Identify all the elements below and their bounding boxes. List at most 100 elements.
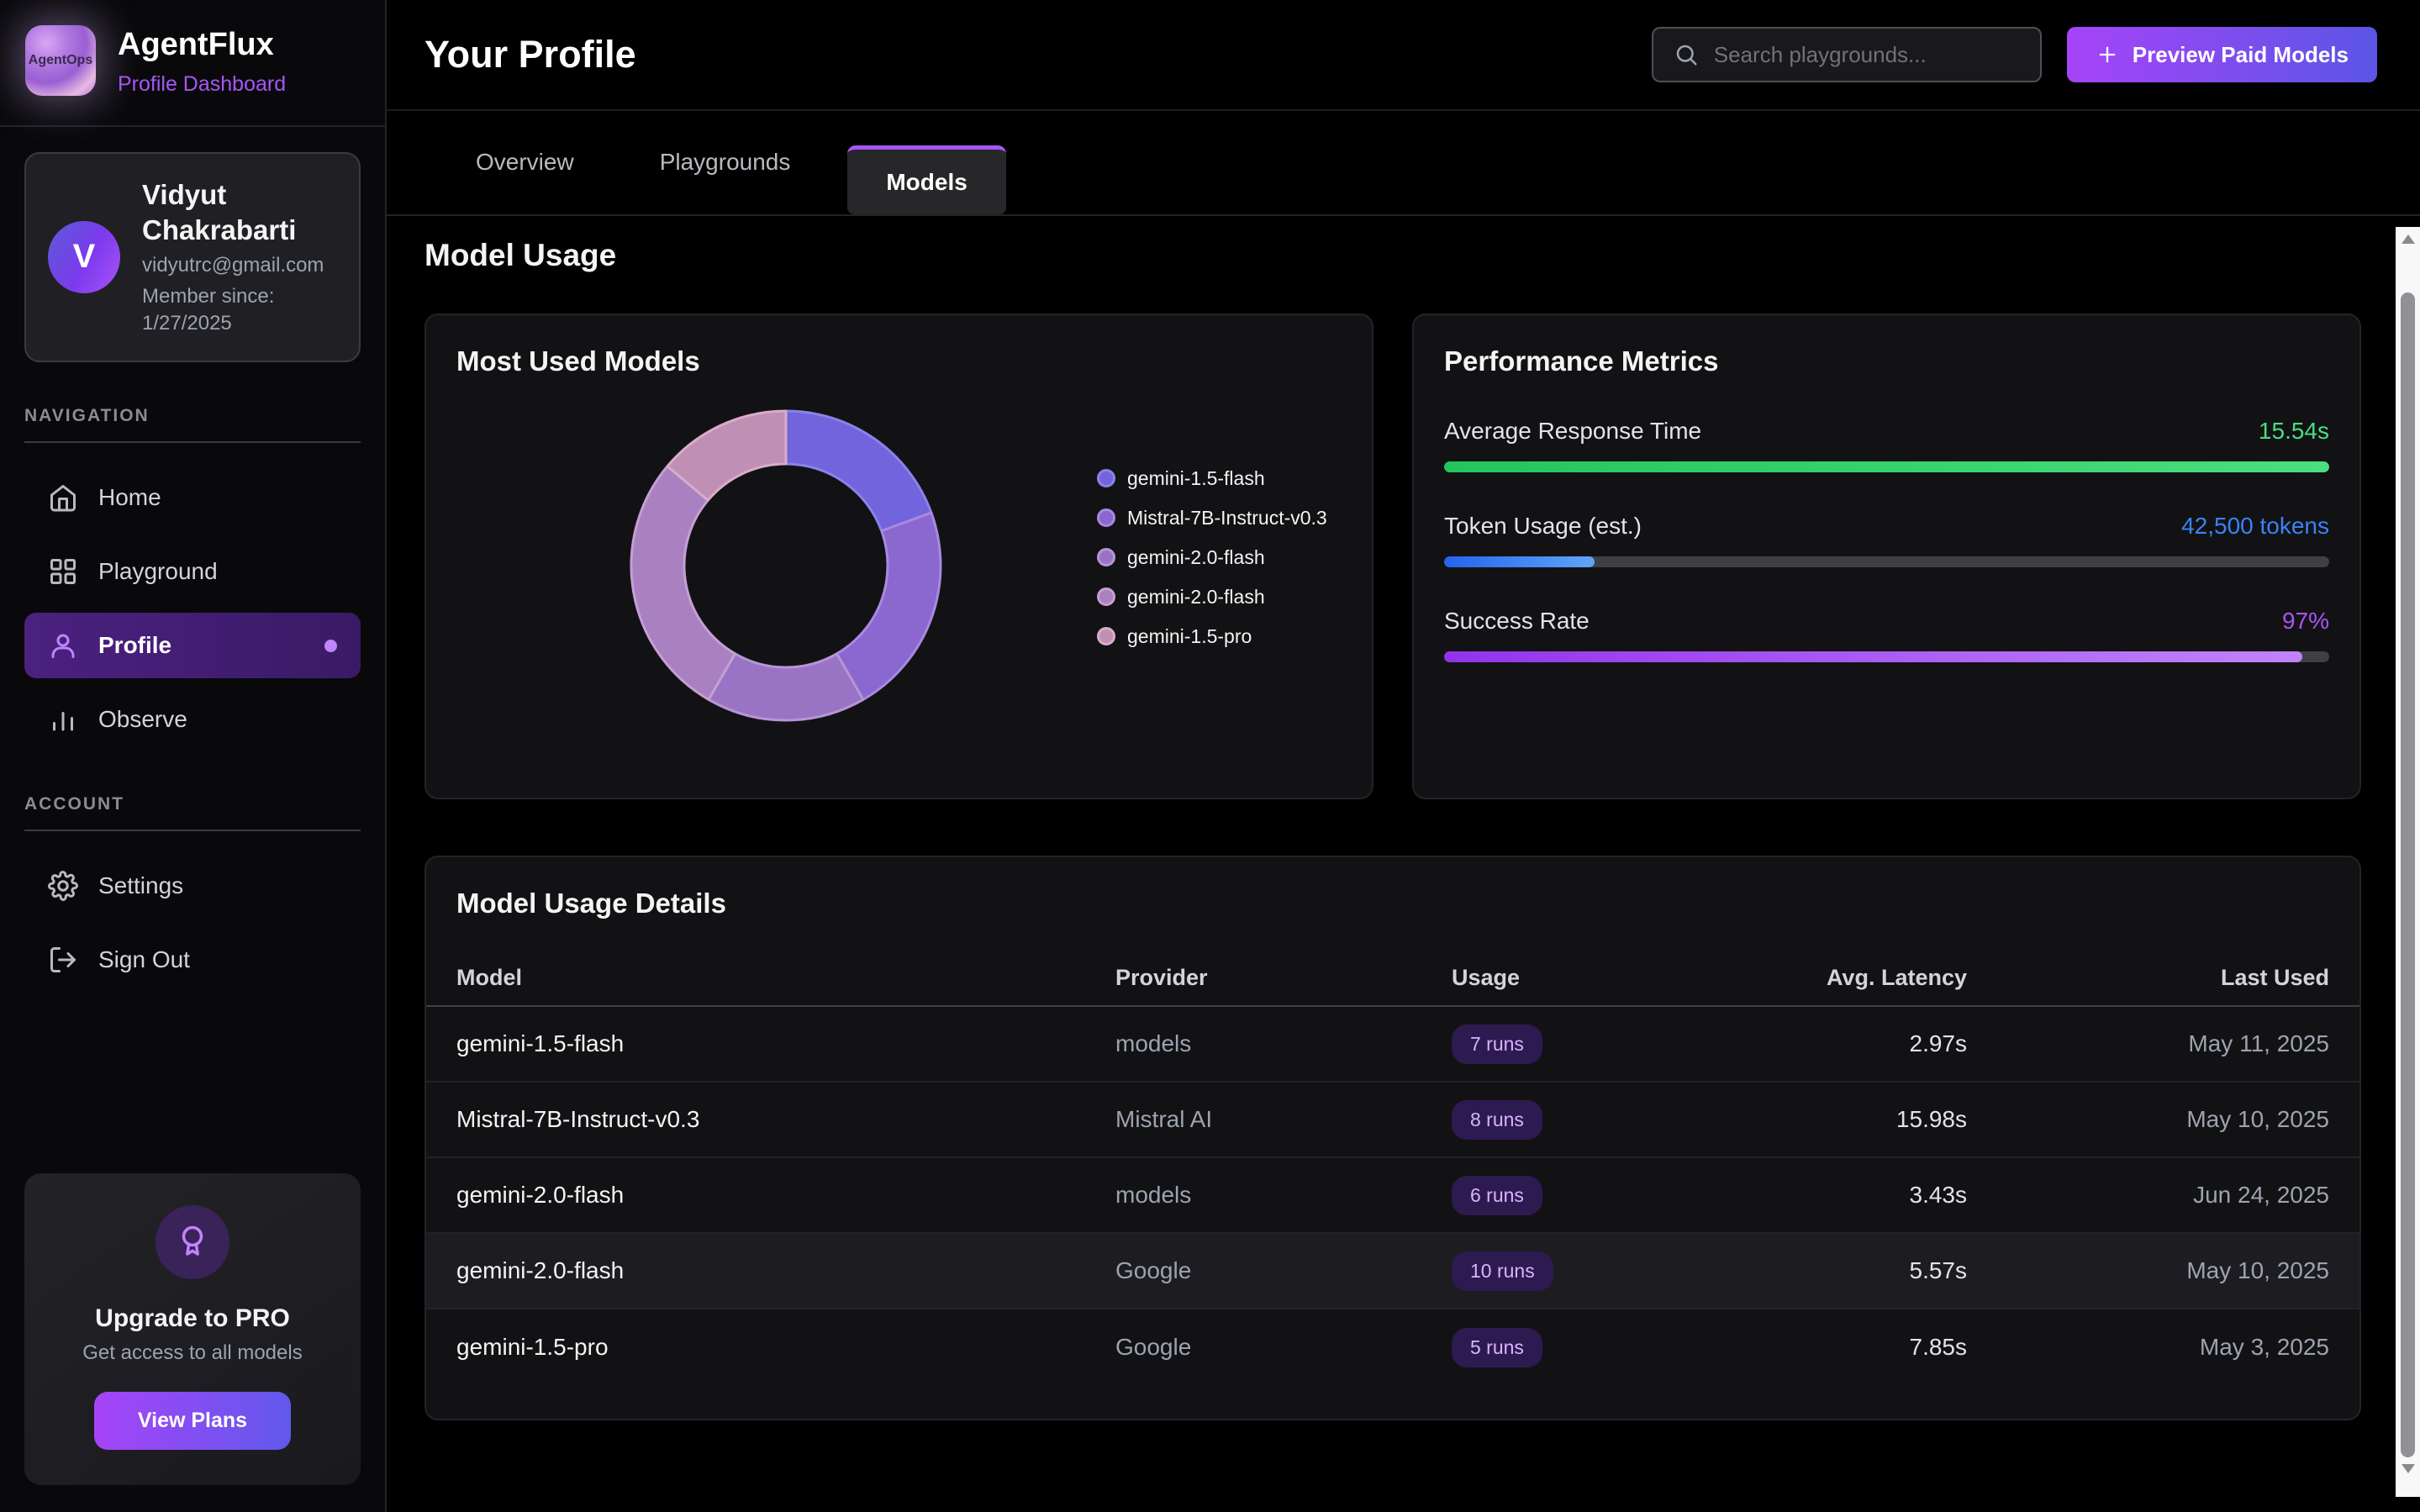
usage-badge: 7 runs: [1452, 1024, 1542, 1064]
profile-email: vidyutrc@gmail.com: [142, 254, 324, 277]
cell-usage: 10 runs: [1452, 1251, 1712, 1291]
scrollbar-thumb[interactable]: [2401, 292, 2415, 1457]
sidebar-item-observe[interactable]: Observe: [24, 687, 361, 752]
home-icon: [50, 485, 76, 512]
search-input[interactable]: [1713, 41, 2020, 68]
usage-badge: 10 runs: [1452, 1251, 1553, 1291]
cell-last-used: May 11, 2025: [2188, 1030, 2329, 1056]
cell-latency: 15.98s: [1895, 1106, 1967, 1132]
cell-provider: Google: [1115, 1334, 1192, 1360]
table-row[interactable]: gemini-1.5-pro Google 5 runs 7.85s May 3, 20…: [426, 1309, 2359, 1385]
legend-item: gemini-1.5-flash: [1097, 467, 1327, 490]
legend-item: Mistral-7B-Instruct-v0.3: [1097, 507, 1327, 529]
donut-segment-Mistral-7B-Instruct-v0.3: [836, 511, 942, 701]
grid-icon: [50, 559, 76, 585]
cell-latency: 7.85s: [1909, 1334, 1968, 1360]
user-icon: [51, 634, 75, 659]
cell-provider: models: [1115, 1030, 1192, 1056]
model-usage-details-title: Model Usage Details: [456, 888, 726, 919]
usage-table: Model Provider Usage Avg. Latency Last Used …: [426, 950, 2359, 1385]
usage-badge: 6 runs: [1452, 1175, 1542, 1215]
cell-latency: 2.97s: [1909, 1030, 1968, 1056]
app-title: AgentFlux: [118, 27, 274, 62]
tab-models[interactable]: Models: [847, 145, 1006, 214]
vertical-scrollbar[interactable]: [2396, 227, 2420, 1497]
metric-label: Success Rate: [1444, 608, 1590, 634]
most-used-models-card: Most Used Models gemini-1.5-flash Mistral…: [424, 313, 1373, 799]
most-used-models-title: Most Used Models: [456, 345, 700, 377]
metric-progress-track: [1444, 461, 2329, 472]
table-row[interactable]: Mistral-7B-Instruct-v0.3 Mistral AI 8 runs…: [426, 1083, 2359, 1158]
chart-legend: gemini-1.5-flash Mistral-7B-Instruct-v0.3…: [1097, 467, 1327, 665]
cell-provider: models: [1115, 1182, 1192, 1208]
content: Model Usage Most Used Models gemini-1.5-…: [387, 216, 2420, 1420]
sidebar-item-label: Settings: [98, 872, 184, 899]
nav-list: Home Playground Profile Observe: [24, 465, 361, 761]
performance-metrics-card: Performance Metrics Average Response Tim…: [1412, 313, 2361, 799]
legend-label: gemini-1.5-pro: [1127, 624, 1252, 647]
cell-model: gemini-2.0-flash: [456, 1182, 625, 1208]
upgrade-title: Upgrade to PRO: [95, 1304, 290, 1332]
sidebar-item-label: Profile: [98, 632, 172, 659]
metric-label: Token Usage (est.): [1444, 513, 1642, 539]
award-icon: [156, 1205, 229, 1279]
profile-card: V Vidyut Chakrabarti vidyutrc@gmail.com …: [24, 151, 361, 363]
app-logo-row: AgentOps AgentFlux Profile Dashboard: [0, 0, 385, 127]
table-row[interactable]: gemini-2.0-flash Google 10 runs 5.57s May 10…: [426, 1234, 2359, 1309]
tab-overview[interactable]: Overview: [476, 148, 574, 175]
cell-model: gemini-2.0-flash: [456, 1257, 625, 1283]
cell-usage: 6 runs: [1452, 1175, 1712, 1215]
sidebar-item-settings[interactable]: Settings: [24, 853, 361, 919]
navigation-section-label: NAVIGATION: [24, 406, 361, 444]
scrollbar-down-arrow-icon[interactable]: [2401, 1464, 2415, 1473]
cell-provider: Google: [1115, 1257, 1192, 1283]
cell-usage: 8 runs: [1452, 1099, 1712, 1140]
legend-label: gemini-2.0-flash: [1127, 585, 1265, 608]
legend-label: gemini-1.5-flash: [1127, 466, 1265, 489]
donut-segment-gemini-1.5-flash: [784, 409, 933, 533]
column-header-avg-latency: Avg. Latency: [1826, 964, 1967, 990]
table-header-row: Model Provider Usage Avg. Latency Last Used: [426, 950, 2359, 1007]
avatar: V: [48, 220, 120, 293]
sidebar-item-profile[interactable]: Profile: [24, 613, 361, 679]
cell-model: gemini-1.5-flash: [456, 1030, 625, 1056]
cell-last-used: May 10, 2025: [2186, 1106, 2329, 1132]
sidebar-item-home[interactable]: Home: [24, 465, 361, 530]
cell-last-used: May 3, 2025: [2199, 1334, 2329, 1360]
preview-paid-models-button[interactable]: Preview Paid Models: [2066, 27, 2377, 82]
cell-usage: 5 runs: [1452, 1327, 1712, 1367]
cell-latency: 3.43s: [1909, 1182, 1968, 1208]
search-box[interactable]: [1651, 27, 2042, 82]
table-row[interactable]: gemini-2.0-flash models 6 runs 3.43s Jun 24,…: [426, 1158, 2359, 1234]
scrollbar-up-arrow-icon[interactable]: [2401, 234, 2415, 244]
metric-value: 15.54s: [2258, 418, 2329, 444]
legend-label: gemini-2.0-flash: [1127, 545, 1265, 568]
donut-segment-gemini-2.0-flash: [707, 652, 865, 722]
metric-label: Average Response Time: [1444, 418, 1702, 444]
search-icon: [1676, 45, 1697, 66]
app-logo: AgentOps: [25, 25, 96, 97]
sidebar-item-label: Observe: [98, 706, 187, 733]
tab-bar: Overview Playgrounds Models: [387, 111, 2420, 216]
table-row[interactable]: gemini-1.5-flash models 7 runs 2.97s May 11,…: [426, 1007, 2359, 1083]
metric-value: 42,500 tokens: [2181, 513, 2329, 539]
metric-row: Token Usage (est.) 42,500 tokens: [1444, 513, 2329, 567]
app-subtitle: Profile Dashboard: [118, 71, 287, 96]
donut-segment-gemini-2.0-flash: [630, 465, 736, 701]
cell-model: gemini-1.5-pro: [456, 1334, 609, 1360]
column-header-model: Model: [456, 964, 522, 990]
usage-badge: 8 runs: [1452, 1099, 1542, 1140]
sidebar-item-sign-out[interactable]: Sign Out: [24, 927, 361, 993]
sidebar-item-playground[interactable]: Playground: [24, 539, 361, 604]
cell-model: Mistral-7B-Instruct-v0.3: [456, 1106, 700, 1132]
account-section-label: ACCOUNT: [24, 794, 361, 832]
legend-swatch-icon: [1097, 548, 1115, 566]
legend-item: gemini-1.5-pro: [1097, 625, 1327, 648]
page-title: Your Profile: [424, 33, 636, 76]
upgrade-card: Upgrade to PRO Get access to all models …: [24, 1173, 361, 1485]
column-header-usage: Usage: [1452, 964, 1521, 990]
view-plans-button[interactable]: View Plans: [93, 1392, 292, 1450]
section-title: Model Usage: [424, 238, 617, 272]
tab-playgrounds[interactable]: Playgrounds: [659, 148, 791, 175]
